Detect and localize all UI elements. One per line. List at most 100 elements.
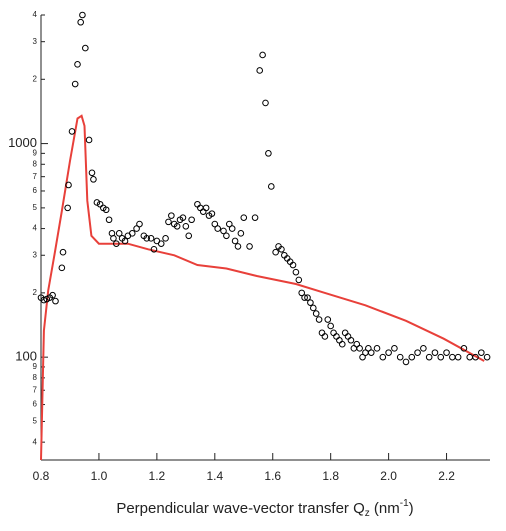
data-point [90, 176, 97, 183]
data-point [301, 294, 308, 301]
y-tick-label: 2 [33, 74, 38, 83]
data-point [318, 329, 326, 337]
data-point [379, 353, 387, 361]
data-point [402, 358, 410, 366]
data-point [420, 345, 427, 352]
data-point [333, 333, 340, 340]
fit-line [40, 114, 485, 461]
data-point [52, 297, 59, 305]
data-point [110, 235, 117, 242]
data-point [246, 243, 253, 250]
data-point [105, 216, 113, 224]
data-point [197, 204, 204, 212]
data-point [49, 291, 56, 299]
data-point [298, 289, 306, 297]
data-point [113, 240, 120, 247]
data-point [272, 248, 279, 256]
data-point [321, 333, 329, 340]
data-point [194, 200, 201, 208]
data-point [265, 150, 272, 157]
data-point [211, 220, 219, 228]
data-point [165, 218, 172, 226]
data-point [182, 222, 190, 230]
data-point [64, 204, 71, 212]
y-tick-label: 7 [33, 172, 38, 181]
data-point [185, 232, 193, 240]
data-point [304, 294, 311, 301]
data-point [431, 349, 439, 356]
data-point [65, 181, 72, 189]
data-point [256, 67, 264, 74]
x-tick-label: 2.2 [438, 469, 455, 483]
data-point [385, 349, 392, 356]
data-point [356, 345, 363, 352]
data-point [315, 316, 323, 323]
data-point [220, 227, 227, 235]
data-point [223, 232, 230, 240]
y-tick-label: 5 [33, 203, 38, 212]
data-point [347, 336, 355, 344]
data-point [396, 353, 404, 361]
x-tick-label: 1.0 [91, 469, 108, 483]
data-point [460, 345, 468, 352]
data-point [143, 235, 151, 242]
data-point [228, 225, 236, 232]
y-tick-label: 4 [33, 224, 38, 233]
x-tick-label: 1.2 [149, 469, 166, 483]
data-point [58, 264, 66, 272]
data-point [437, 353, 445, 361]
y-tick-label: 5 [33, 417, 38, 426]
data-point [309, 304, 317, 312]
data-point [472, 353, 479, 361]
y-tick-label: 100 [15, 349, 37, 364]
data-point [359, 353, 366, 361]
data-point [338, 340, 346, 348]
data-point [267, 183, 275, 190]
data-point [408, 353, 416, 361]
data-point [225, 220, 233, 228]
data-point [40, 296, 48, 304]
data-point [85, 136, 93, 144]
y-tick-label: 6 [33, 186, 38, 195]
x-axis-label: Perpendicular wave-vector transfer Qz (n… [116, 498, 413, 519]
data-point [251, 214, 259, 221]
data-point [202, 204, 210, 212]
data-point [150, 245, 158, 253]
data-point [136, 220, 143, 228]
data-point [466, 353, 474, 361]
data-point [179, 214, 187, 221]
data-point [93, 199, 101, 206]
x-tick-label: 2.0 [380, 469, 397, 483]
data-point [259, 51, 266, 59]
data-point [373, 345, 381, 352]
data-point [133, 225, 140, 232]
data-point [102, 206, 110, 214]
x-tick-label: 1.4 [206, 469, 223, 483]
data-point [147, 235, 155, 242]
data-point [237, 230, 245, 237]
data-point [330, 329, 337, 337]
data-point [327, 322, 334, 330]
data-point [74, 61, 81, 68]
data-point [168, 212, 175, 219]
data-point [157, 240, 165, 247]
data-point [115, 230, 123, 237]
data-point [278, 245, 285, 253]
data-point [214, 225, 222, 232]
y-tick-label: 3 [33, 37, 38, 46]
data-point [188, 216, 195, 224]
y-tick-label: 7 [33, 385, 38, 394]
y-tick-label: 1000 [8, 135, 37, 150]
data-point [336, 336, 343, 344]
data-point [289, 261, 297, 269]
y-tick-label: 3 [33, 250, 38, 259]
y-tick-label: 8 [33, 159, 38, 168]
y-tick-label: 9 [33, 362, 38, 371]
data-point [82, 44, 89, 52]
data-point [88, 169, 96, 177]
data-point [307, 299, 314, 306]
y-tick-label: 9 [33, 148, 38, 157]
data-point [262, 99, 269, 107]
data-point [79, 11, 86, 19]
data-point [208, 210, 216, 217]
